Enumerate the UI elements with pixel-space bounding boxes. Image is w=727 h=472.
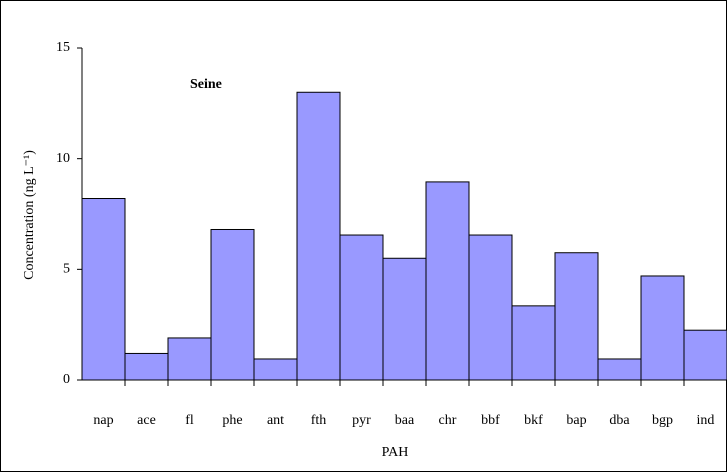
bar: [511, 305, 556, 381]
x-tick-label: nap: [93, 413, 113, 428]
x-tick-label: fl: [185, 413, 194, 428]
bar: [554, 252, 599, 381]
bar: [382, 257, 427, 381]
bar: [597, 358, 642, 381]
x-tick-label: bap: [566, 413, 586, 428]
bar: [167, 337, 212, 381]
bar: [468, 234, 513, 381]
x-tick-label: bkf: [524, 413, 543, 428]
y-tick-label: 5: [63, 262, 70, 277]
x-tick-label: pyr: [352, 413, 371, 428]
x-tick-label: chr: [439, 413, 457, 428]
x-tick-label: ant: [267, 413, 284, 428]
x-axis-label: PAH: [382, 445, 409, 460]
x-tick-label: bgp: [652, 413, 673, 428]
y-axis-label: Concentration (ng L⁻¹): [22, 150, 37, 280]
bar: [425, 181, 470, 381]
y-tick-label: 15: [56, 40, 70, 55]
bar: [296, 91, 341, 381]
x-tick-label: ace: [137, 413, 156, 428]
bar: [210, 228, 255, 381]
y-tick-label: 10: [56, 151, 70, 166]
bar: [81, 198, 126, 381]
x-tick-label: fth: [311, 413, 327, 428]
annotation: Seine: [190, 77, 222, 92]
x-tick-label: bbf: [481, 413, 500, 428]
bar: [253, 358, 298, 381]
x-tick-label: dba: [609, 413, 630, 428]
x-tick-label: ind: [697, 413, 715, 428]
bar: [683, 329, 727, 381]
y-tick-label: 0: [63, 372, 70, 387]
x-tick-label: phe: [222, 413, 242, 428]
x-tick-label: baa: [395, 413, 415, 428]
bar: [124, 352, 169, 381]
bar: [640, 275, 685, 381]
bar: [339, 234, 384, 381]
